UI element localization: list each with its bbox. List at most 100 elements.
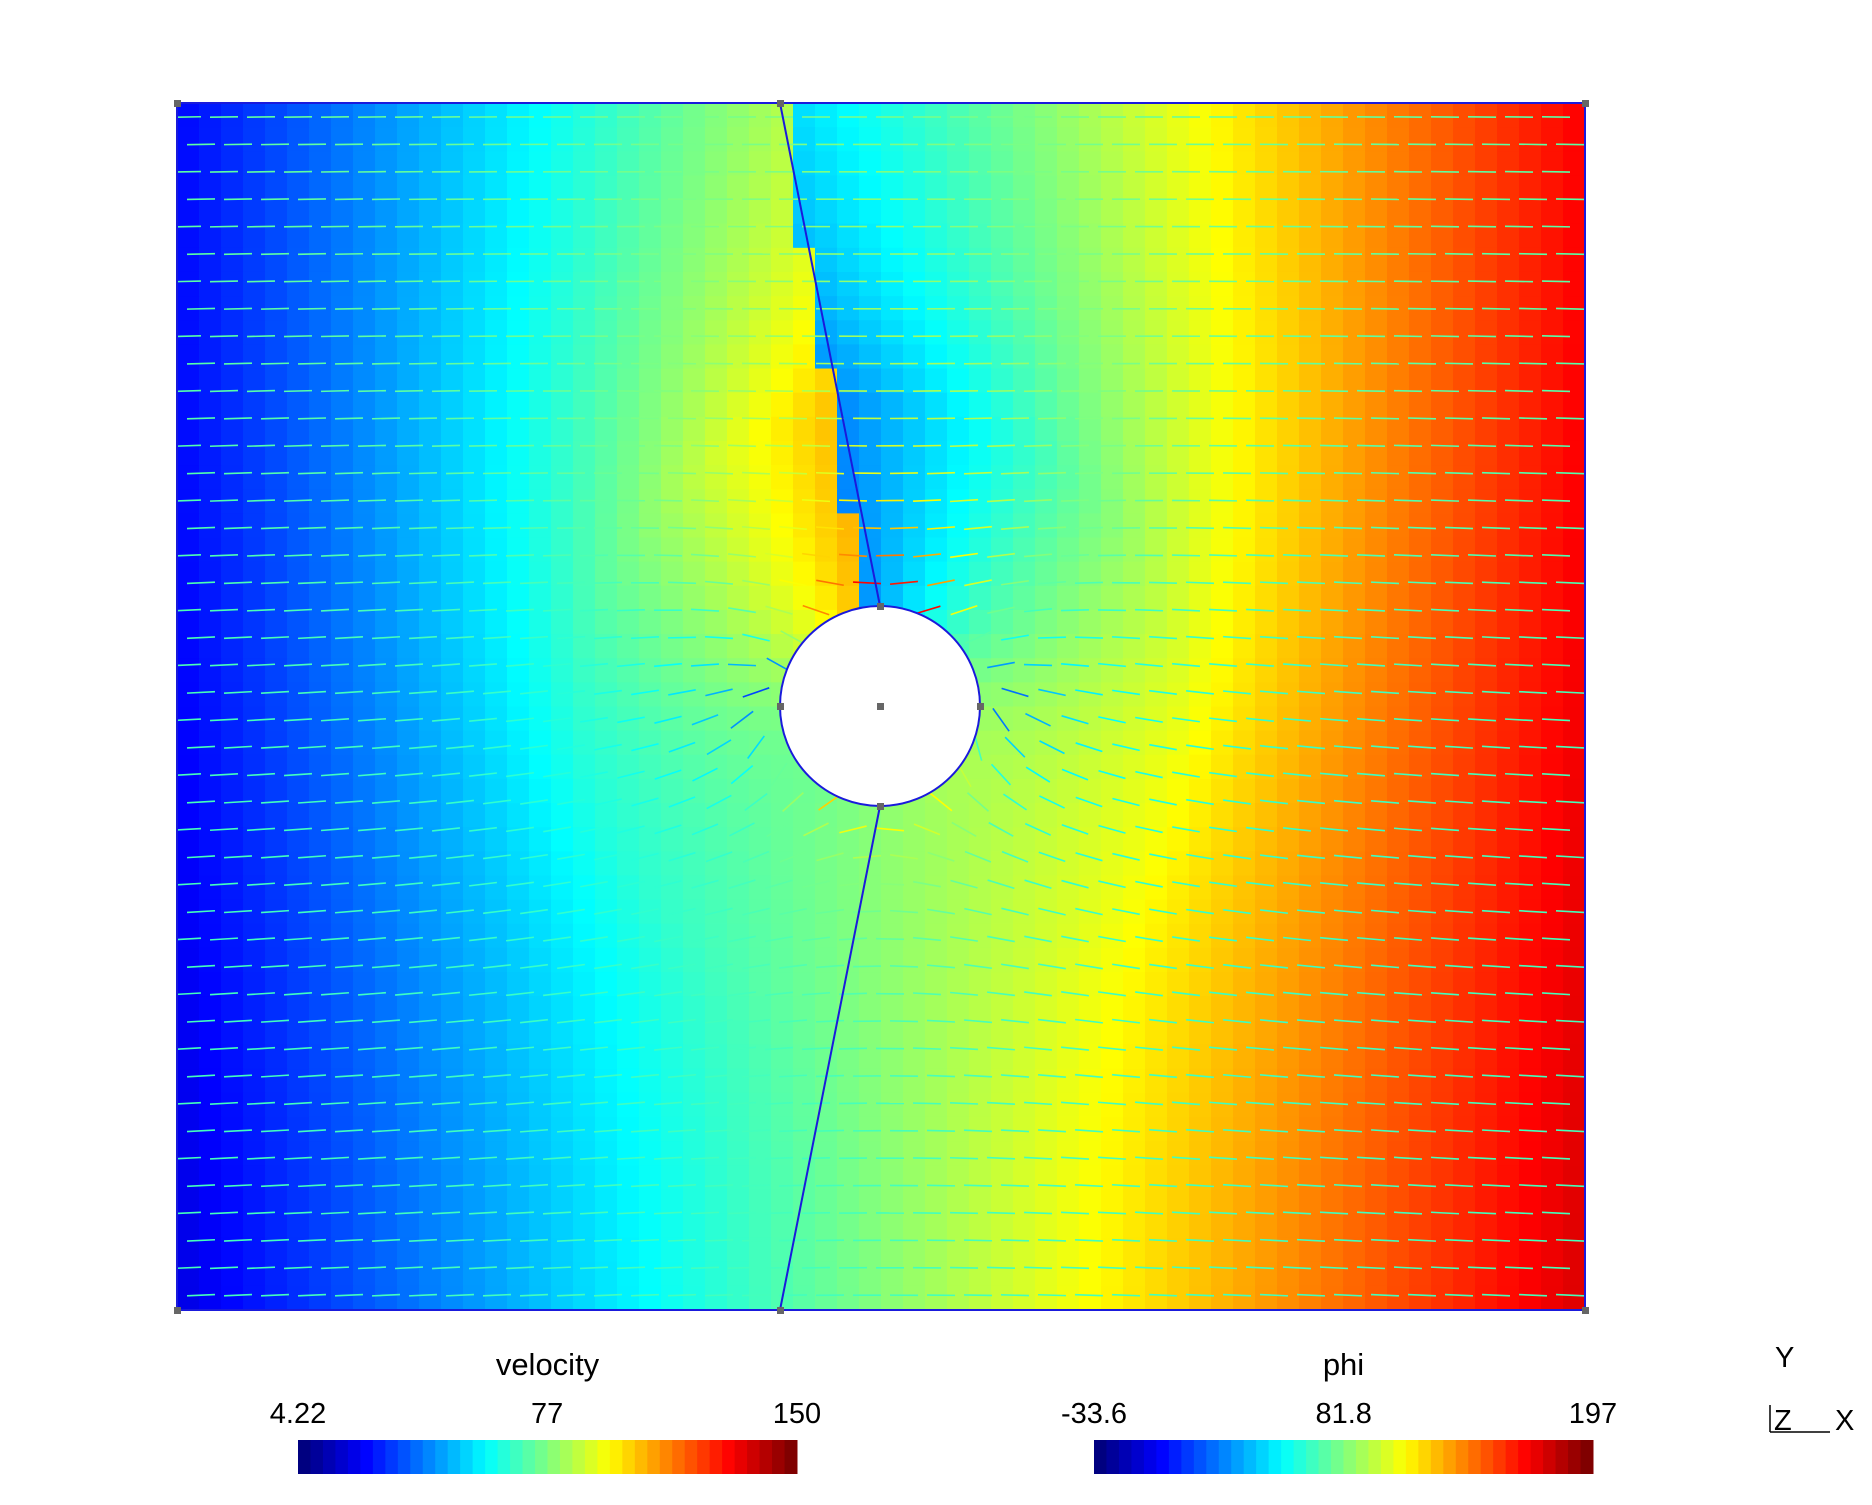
field-cell: [1145, 731, 1168, 756]
field-cell: [177, 610, 200, 635]
field-cell: [243, 779, 266, 804]
field-cell: [947, 175, 970, 200]
field-cell: [1123, 393, 1146, 418]
field-cell: [265, 1117, 288, 1142]
field-cell: [793, 441, 816, 466]
field-cell: [1475, 731, 1498, 756]
field-cell: [1079, 948, 1102, 973]
field-cell: [419, 731, 442, 756]
field-cell: [1431, 1189, 1454, 1214]
field-cell: [1189, 875, 1212, 900]
field-cell: [881, 224, 904, 249]
field-cell: [617, 344, 640, 369]
field-cell: [1145, 103, 1168, 128]
colorbar-swatch: [760, 1440, 773, 1474]
field-cell: [221, 224, 244, 249]
field-cell: [1057, 513, 1080, 538]
field-cell: [815, 465, 838, 490]
colorbar-swatch: [672, 1440, 685, 1474]
field-cell: [991, 127, 1014, 152]
field-cell: [1035, 103, 1058, 128]
field-cell: [309, 1117, 332, 1142]
field-cell: [1343, 1117, 1366, 1142]
velocity-vector: [469, 446, 497, 447]
field-cell: [1079, 1117, 1102, 1142]
field-cell: [1387, 779, 1410, 804]
field-cell: [705, 1262, 728, 1287]
field-cell: [1233, 682, 1256, 707]
field-cell: [397, 513, 420, 538]
field-cell: [1563, 1020, 1586, 1045]
field-cell: [815, 175, 838, 200]
field-cell: [1343, 513, 1366, 538]
field-cell: [463, 320, 486, 345]
velocity-vector: [705, 473, 733, 474]
field-cell: [375, 1069, 398, 1094]
field-cell: [1255, 103, 1278, 128]
field-cell: [749, 682, 772, 707]
field-cell: [1409, 248, 1432, 273]
field-cell: [617, 658, 640, 683]
field-cell: [991, 369, 1014, 394]
field-cell: [353, 1213, 376, 1238]
velocity-vector: [1542, 555, 1570, 556]
field-cell: [397, 1141, 420, 1166]
field-cell: [925, 369, 948, 394]
field-cell: [1145, 513, 1168, 538]
field-cell: [1475, 200, 1498, 225]
velocity-vector: [1246, 446, 1274, 447]
field-cell: [441, 417, 464, 442]
field-cell: [1013, 1117, 1036, 1142]
field-cell: [177, 755, 200, 780]
field-cell: [815, 200, 838, 225]
field-cell: [947, 1117, 970, 1142]
field-cell: [331, 658, 354, 683]
field-cell: [1211, 441, 1234, 466]
field-cell: [1255, 344, 1278, 369]
field-cell: [551, 948, 574, 973]
field-cell: [991, 900, 1014, 925]
field-cell: [947, 538, 970, 563]
field-cell: [287, 1189, 310, 1214]
field-cell: [1189, 417, 1212, 442]
field-cell: [265, 1069, 288, 1094]
field-cell: [529, 924, 552, 949]
field-cell: [485, 827, 508, 852]
colorbar-swatch: [772, 1440, 785, 1474]
field-cell: [1299, 200, 1322, 225]
field-cell: [617, 1213, 640, 1238]
velocity-vector: [224, 308, 252, 309]
field-cell: [177, 1117, 200, 1142]
field-cell: [551, 369, 574, 394]
field-cell: [463, 731, 486, 756]
velocity-vector: [742, 1295, 770, 1296]
field-cell: [287, 827, 310, 852]
field-cell: [1497, 948, 1520, 973]
field-cell: [1277, 369, 1300, 394]
field-cell: [969, 538, 992, 563]
field-cell: [1541, 1189, 1564, 1214]
field-cell: [1013, 1069, 1036, 1094]
velocity-vector: [1394, 336, 1422, 337]
field-cell: [441, 1141, 464, 1166]
field-cell: [1013, 996, 1036, 1021]
field-cell: [1475, 1286, 1498, 1311]
field-cell: [309, 924, 332, 949]
field-cell: [771, 417, 794, 442]
field-cell: [419, 127, 442, 152]
field-cell: [199, 682, 222, 707]
field-cell: [573, 1286, 596, 1311]
field-cell: [309, 1141, 332, 1166]
field-cell: [551, 851, 574, 876]
velocity-vector: [816, 1076, 844, 1077]
colorbar-swatch: [1581, 1440, 1594, 1474]
field-cell: [397, 272, 420, 297]
field-cell: [1211, 248, 1234, 273]
field-cell: [573, 707, 596, 732]
field-cell: [991, 513, 1014, 538]
field-cell: [375, 417, 398, 442]
field-cell: [859, 248, 882, 273]
field-cell: [1167, 441, 1190, 466]
field-cell: [265, 948, 288, 973]
field-cell: [177, 272, 200, 297]
